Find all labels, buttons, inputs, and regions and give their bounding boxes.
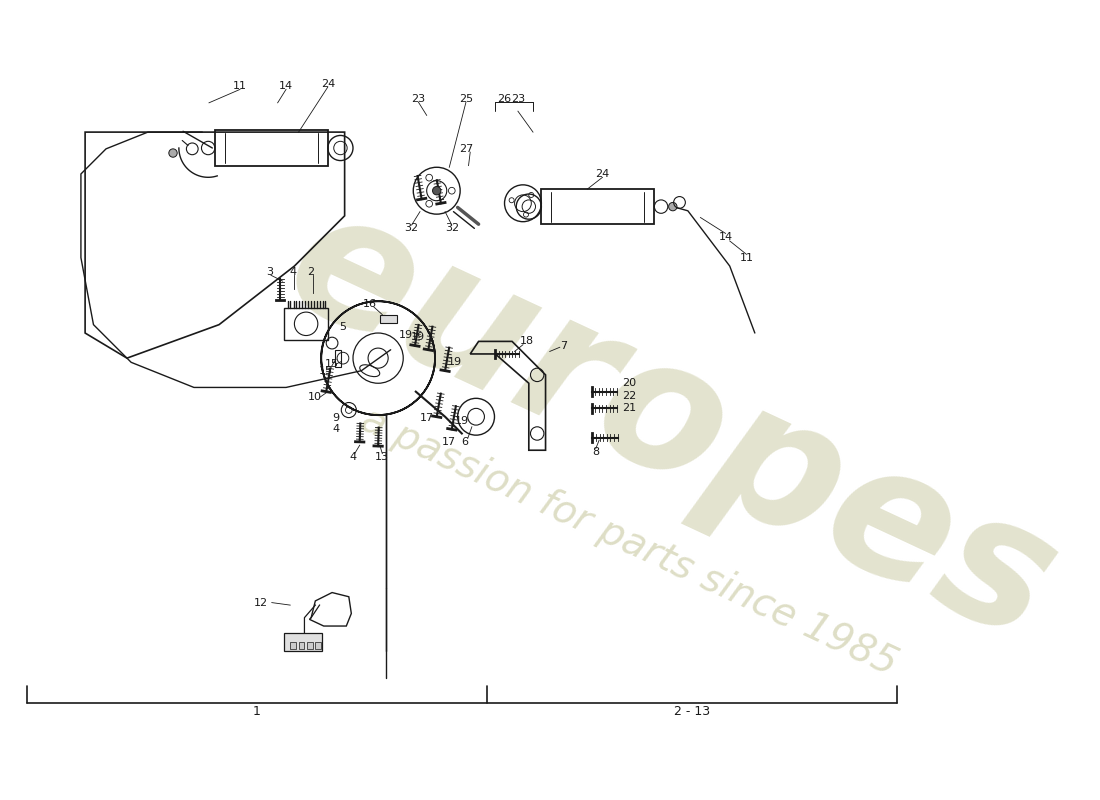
Text: 32: 32: [444, 223, 459, 234]
Text: 7: 7: [560, 341, 568, 350]
Text: 1: 1: [253, 705, 261, 718]
Bar: [379, 314, 396, 323]
Bar: [290, 642, 296, 649]
Text: 19: 19: [411, 332, 426, 342]
Text: 18: 18: [520, 336, 535, 346]
Text: 13: 13: [375, 452, 389, 462]
Bar: [334, 350, 341, 366]
Bar: [307, 642, 312, 649]
Bar: [316, 642, 321, 649]
Text: 9: 9: [332, 414, 340, 423]
Text: 3: 3: [266, 267, 273, 277]
Text: 19: 19: [398, 330, 412, 340]
Text: 23: 23: [411, 94, 426, 104]
Text: 15: 15: [318, 366, 332, 376]
Bar: [298, 642, 305, 649]
Text: 6: 6: [462, 437, 469, 447]
Text: 32: 32: [405, 223, 419, 234]
Text: 23: 23: [510, 94, 525, 104]
Text: 21: 21: [623, 403, 636, 414]
Text: 26: 26: [496, 94, 510, 104]
Bar: [214, 130, 328, 166]
Text: 11: 11: [233, 81, 248, 91]
Text: 15: 15: [326, 359, 339, 369]
Circle shape: [432, 186, 441, 195]
Text: a passion for parts since 1985: a passion for parts since 1985: [355, 401, 903, 684]
Text: 11: 11: [739, 253, 754, 262]
Text: 2 - 13: 2 - 13: [674, 705, 711, 718]
Bar: [541, 189, 654, 224]
Text: 16: 16: [363, 298, 376, 309]
Text: 5: 5: [340, 322, 346, 332]
Text: 8: 8: [592, 447, 600, 457]
Text: europes: europes: [261, 171, 1081, 678]
Text: 22: 22: [623, 391, 637, 401]
Text: 20: 20: [623, 378, 636, 388]
Text: 25: 25: [459, 94, 473, 104]
Text: 19: 19: [454, 416, 469, 426]
Text: 24: 24: [595, 169, 609, 179]
Text: 12: 12: [254, 598, 268, 607]
Text: 10: 10: [308, 393, 321, 402]
Bar: [285, 308, 328, 340]
Text: 24: 24: [321, 78, 336, 89]
Text: 14: 14: [718, 232, 733, 242]
Text: 4: 4: [289, 267, 296, 277]
Circle shape: [168, 149, 177, 158]
Text: 2: 2: [308, 267, 315, 277]
Text: 4: 4: [350, 452, 356, 462]
Circle shape: [669, 202, 676, 210]
Text: 17: 17: [442, 437, 456, 447]
Text: 17: 17: [419, 414, 433, 423]
Text: 19: 19: [448, 358, 462, 367]
Text: 27: 27: [459, 144, 473, 154]
Text: 4: 4: [332, 424, 340, 434]
Text: 14: 14: [279, 81, 293, 91]
Bar: [285, 633, 322, 651]
